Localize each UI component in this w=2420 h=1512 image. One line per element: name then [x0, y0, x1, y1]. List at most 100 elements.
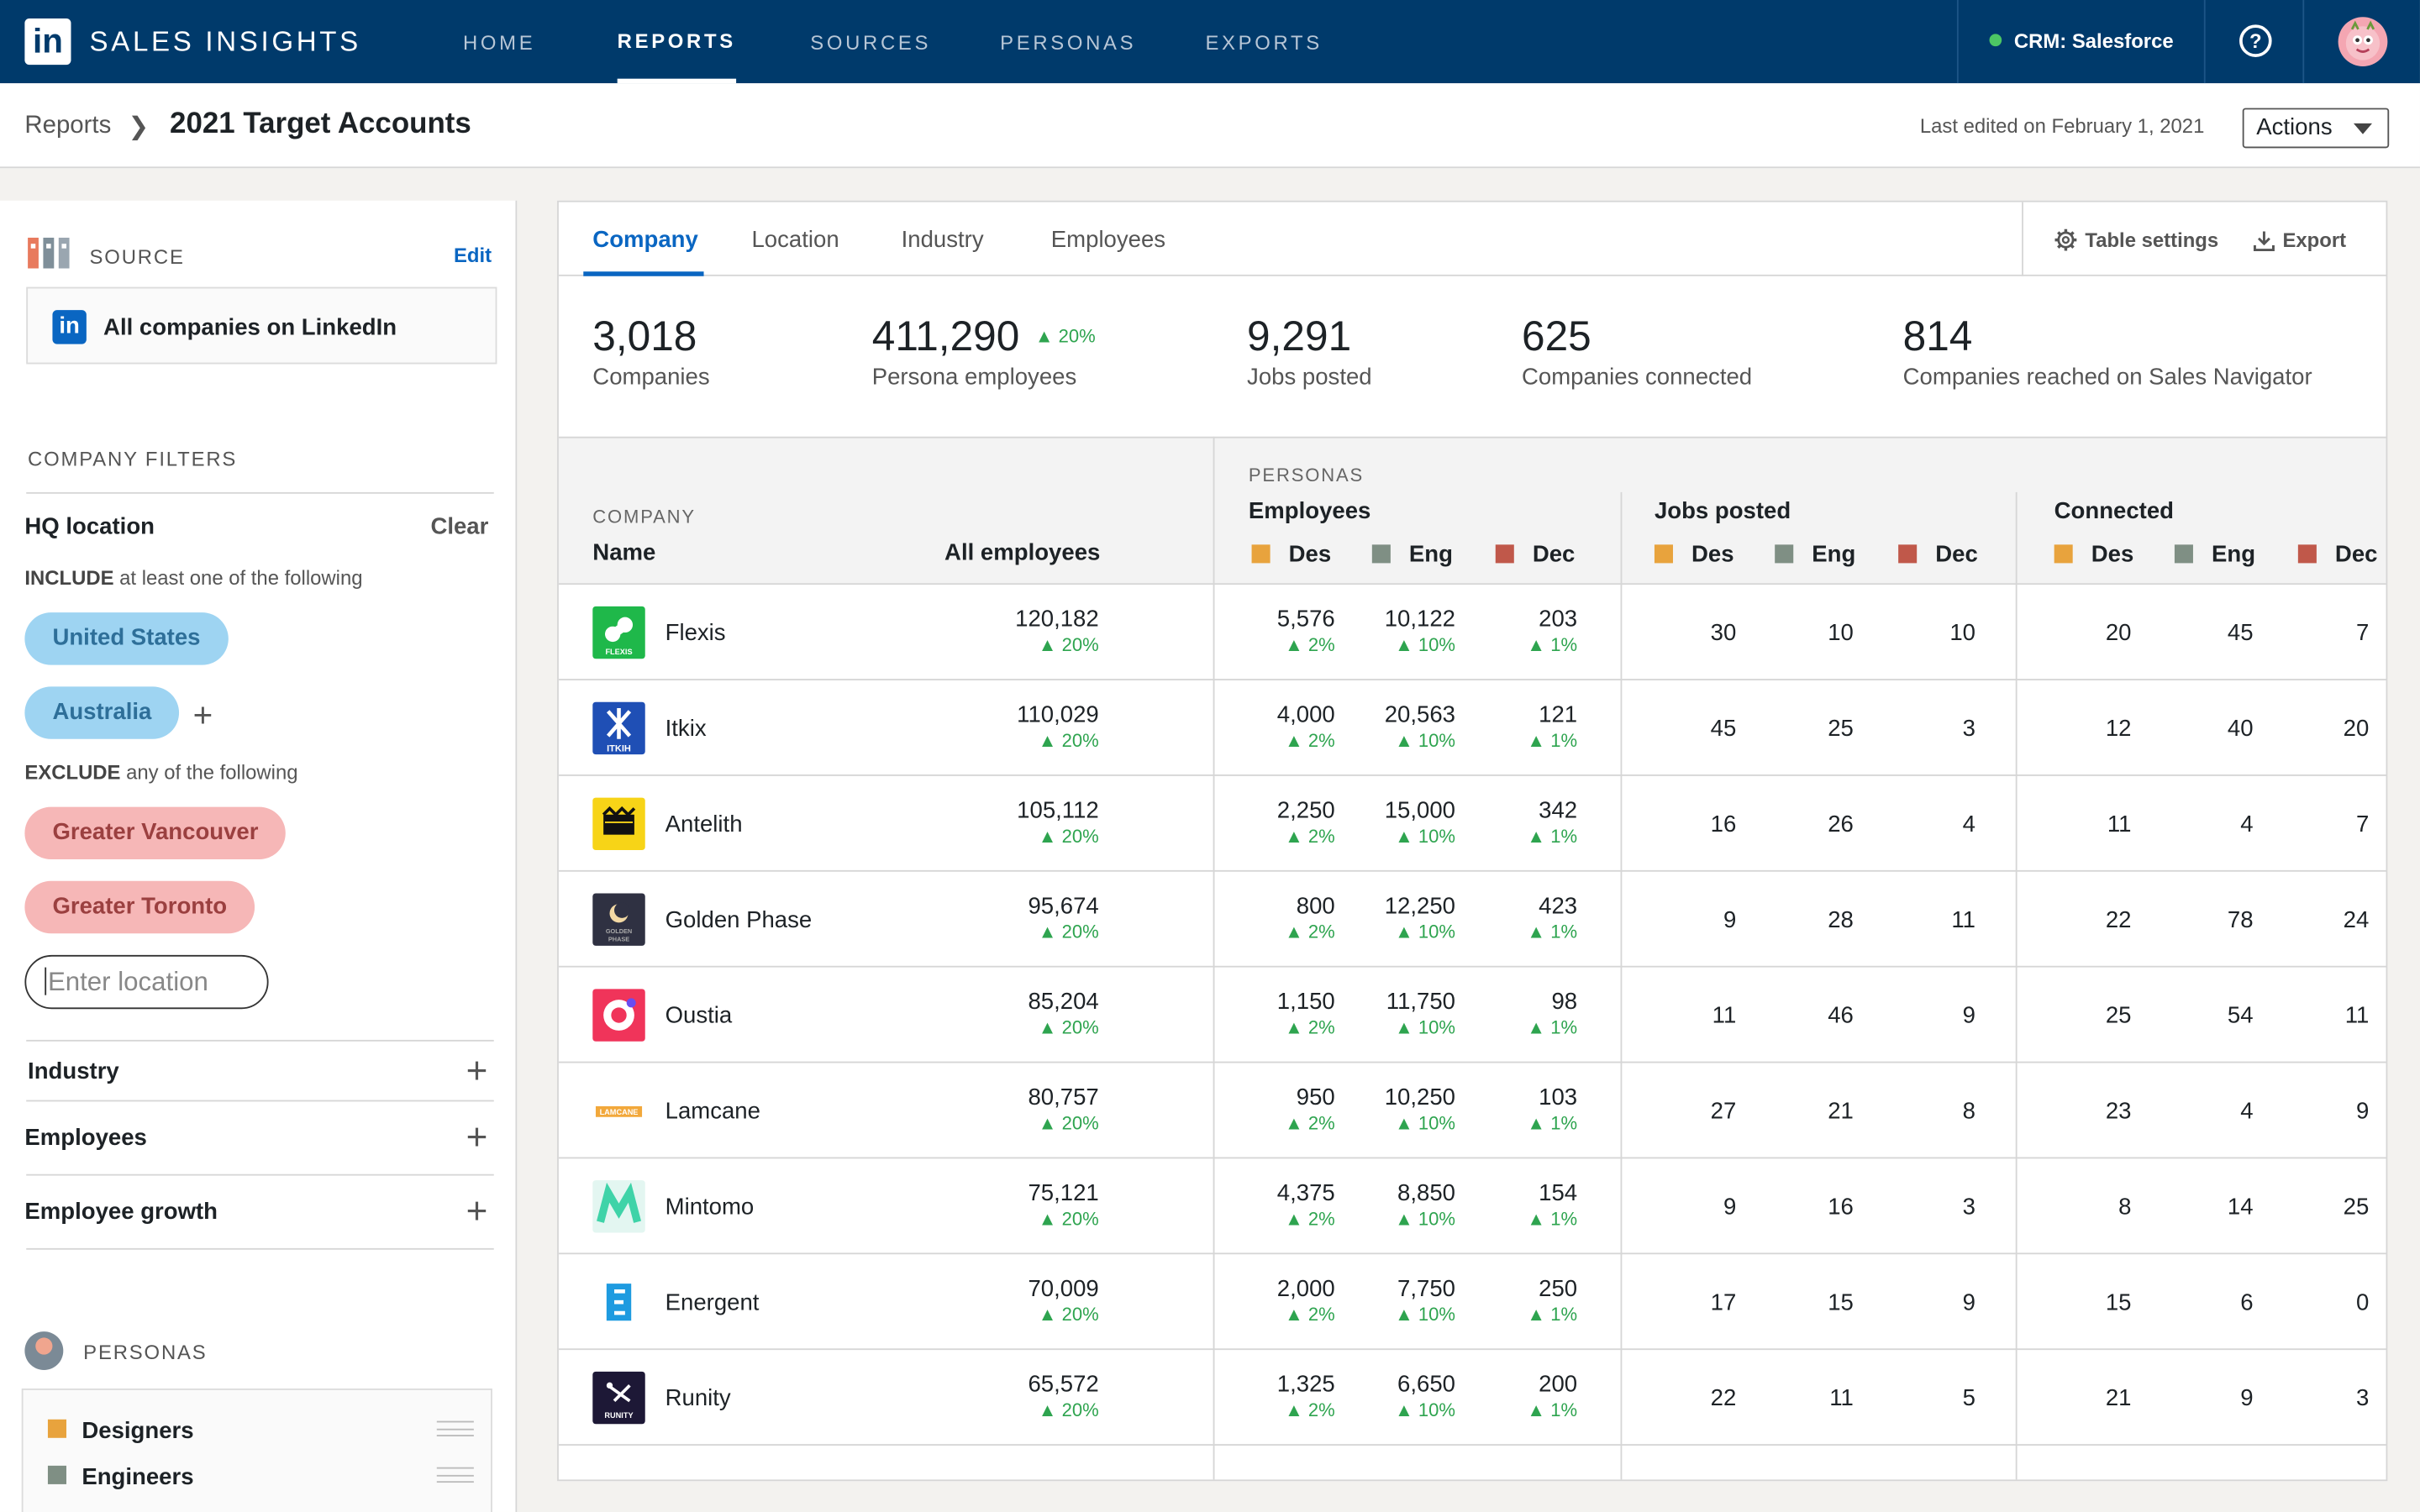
- table-row[interactable]: Oustia 85,204 ▲ 20% 1,150 ▲ 2% 11,750 ▲ 10% 98 ▲…: [558, 968, 2386, 1063]
- legend-swatch: [1654, 544, 1673, 564]
- all-employees-value: 105,112: [1017, 797, 1099, 824]
- location-input[interactable]: Enter location: [24, 954, 269, 1010]
- table-row[interactable]: GOLDEN PHASE Golden Phase 95,674 ▲ 20% 800 ▲ 2…: [558, 872, 2386, 968]
- personas-icon: [24, 1331, 64, 1370]
- company-group-label: COMPANY: [592, 506, 696, 528]
- jobs-eng-cell: 21: [1828, 1099, 1854, 1125]
- connected-dec-cell: 11: [2345, 1003, 2370, 1029]
- employees-des-cell: 2,250 ▲ 2%: [1277, 798, 1335, 848]
- source-selector[interactable]: in All companies on LinkedIn: [26, 286, 497, 365]
- svg-text:LAMCANE: LAMCANE: [600, 1108, 639, 1116]
- employees-des-cell: 2,000 ▲ 2%: [1277, 1276, 1335, 1326]
- include-chip-united-states[interactable]: United States: [24, 612, 229, 665]
- employees-value: 103: [1539, 1084, 1578, 1111]
- legend-eng: Eng: [1371, 542, 1453, 568]
- table-row[interactable]: LAMCANE Lamcane 80,757 ▲ 20% 950 ▲ 2% 10,250 ▲ …: [558, 1063, 2386, 1159]
- add-include-plus-icon[interactable]: +: [192, 696, 213, 735]
- company-name[interactable]: Mintomo: [665, 1194, 755, 1221]
- company-name[interactable]: Lamcane: [665, 1098, 760, 1125]
- connected-value: 22: [2105, 906, 2132, 934]
- export-button[interactable]: Export: [2253, 228, 2346, 252]
- jobs-value: 26: [1828, 811, 1854, 838]
- employees-des-cell: 5,576 ▲ 2%: [1277, 606, 1335, 656]
- employees-dec-cell: 250 ▲ 1%: [1527, 1276, 1577, 1326]
- tab-industry[interactable]: Industry: [901, 226, 984, 254]
- table-row[interactable]: FLEXIS Flexis 120,182 ▲ 20% 5,576 ▲ 2% 10,122 ▲…: [558, 585, 2386, 680]
- employees-eng-cell: 10,250 ▲ 10%: [1385, 1084, 1455, 1134]
- svg-text:ITKIH: ITKIH: [607, 743, 631, 753]
- growth-value: ▲ 1%: [1527, 1399, 1578, 1421]
- tab-employees[interactable]: Employees: [1050, 226, 1166, 254]
- legend-swatch: [1371, 544, 1391, 564]
- legend-swatch: [2297, 544, 2317, 564]
- help-button[interactable]: ?: [2203, 0, 2303, 84]
- connected-value: 4: [2240, 1098, 2254, 1125]
- growth-value: ▲ 10%: [1394, 729, 1456, 752]
- company-name[interactable]: Runity: [665, 1385, 731, 1412]
- persona-engineers[interactable]: Engineers: [47, 1464, 194, 1490]
- stat-label: Companies connected: [1521, 364, 1753, 391]
- table-row[interactable]: RUNITY Runity 65,572 ▲ 20% 1,325 ▲ 2% 6,650 ▲ 1…: [558, 1350, 2386, 1446]
- text-cursor: [45, 967, 47, 995]
- drag-handle-icon[interactable]: [436, 1467, 474, 1483]
- jobs-value: 21: [1828, 1098, 1854, 1125]
- persona-designers[interactable]: Designers: [47, 1418, 194, 1444]
- company-name[interactable]: Oustia: [665, 1002, 733, 1030]
- edit-source-link[interactable]: Edit: [453, 244, 492, 267]
- drag-handle-icon[interactable]: [436, 1420, 474, 1436]
- source-value: All companies on LinkedIn: [103, 314, 397, 341]
- nav-exports[interactable]: EXPORTS: [1205, 30, 1323, 55]
- company-name[interactable]: Energent: [665, 1289, 760, 1316]
- connected-value: 24: [2343, 906, 2370, 934]
- avatar[interactable]: [2338, 17, 2388, 66]
- table-settings-button[interactable]: Table settings: [2054, 228, 2218, 251]
- include-chip-australia[interactable]: Australia: [24, 686, 180, 739]
- column-name[interactable]: Name: [592, 539, 656, 567]
- nav-sources[interactable]: SOURCES: [810, 30, 932, 55]
- industry-filter[interactable]: Industry: [28, 1058, 119, 1085]
- company-name[interactable]: Flexis: [665, 620, 726, 647]
- jobs-eng-cell: 10: [1828, 620, 1854, 646]
- legend-dec: Dec: [1898, 542, 1978, 568]
- table-row[interactable]: Antelith 105,112 ▲ 20% 2,250 ▲ 2% 15,000 ▲ 10%…: [558, 776, 2386, 872]
- breadcrumb-reports[interactable]: Reports: [24, 113, 112, 139]
- nav-reports[interactable]: REPORTS: [617, 0, 736, 84]
- jobs-value: 10: [1949, 620, 1975, 647]
- expand-employee-growth-plus-icon[interactable]: +: [466, 1190, 488, 1233]
- column-all-employees[interactable]: All employees: [944, 539, 1101, 567]
- table-row[interactable]: Energent 70,009 ▲ 20% 2,000 ▲ 2% 7,750 ▲ 10% 25…: [558, 1254, 2386, 1351]
- exclude-chip-greater-toronto[interactable]: Greater Toronto: [24, 880, 255, 934]
- nav-home[interactable]: HOME: [463, 30, 536, 55]
- group-jobs-posted: Jobs posted: [1654, 498, 1791, 525]
- company-name[interactable]: Itkix: [665, 716, 707, 743]
- table-row[interactable]: ITKIH Itkix 110,029 ▲ 20% 4,000 ▲ 2% 20,563 ▲ 1…: [558, 680, 2386, 776]
- crm-status[interactable]: CRM: Salesforce: [1956, 0, 2204, 84]
- company-name[interactable]: Antelith: [665, 811, 743, 838]
- employees-filter[interactable]: Employees: [24, 1124, 147, 1152]
- employee-growth-filter[interactable]: Employee growth: [24, 1199, 218, 1226]
- app-name: SALES INSIGHTS: [89, 26, 361, 57]
- jobs-value: 16: [1828, 1194, 1854, 1221]
- tab-location[interactable]: Location: [751, 226, 839, 254]
- user-menu[interactable]: [2302, 0, 2420, 84]
- stat-value: 625: [1521, 312, 1591, 360]
- linkedin-logo-icon[interactable]: in: [24, 18, 71, 66]
- clear-location-button[interactable]: Clear: [430, 513, 489, 540]
- table-row[interactable]: Mintomo 75,121 ▲ 20% 4,375 ▲ 2% 8,850 ▲ 10% 154…: [558, 1158, 2386, 1255]
- company-logo-icon: [592, 1180, 645, 1233]
- expand-employees-plus-icon[interactable]: +: [466, 1116, 488, 1159]
- actions-dropdown[interactable]: Actions: [2242, 108, 2390, 149]
- growth-value: ▲ 20%: [1038, 1016, 1099, 1039]
- download-icon: [2253, 231, 2275, 252]
- nav-personas[interactable]: PERSONAS: [1000, 30, 1137, 55]
- tab-company[interactable]: Company: [592, 226, 698, 254]
- connected-dec-cell: 24: [2344, 907, 2370, 933]
- company-name[interactable]: Golden Phase: [665, 906, 813, 934]
- employees-value: 7,750: [1397, 1275, 1456, 1303]
- growth-value: ▲ 20%: [1038, 1399, 1099, 1421]
- expand-industry-plus-icon[interactable]: +: [466, 1050, 488, 1093]
- exclude-chip-greater-vancouver[interactable]: Greater Vancouver: [24, 806, 287, 860]
- employees-des-cell: 950 ▲ 2%: [1285, 1084, 1335, 1134]
- group-connected: Connected: [2054, 498, 2175, 525]
- legend-label: Eng: [1812, 541, 1856, 568]
